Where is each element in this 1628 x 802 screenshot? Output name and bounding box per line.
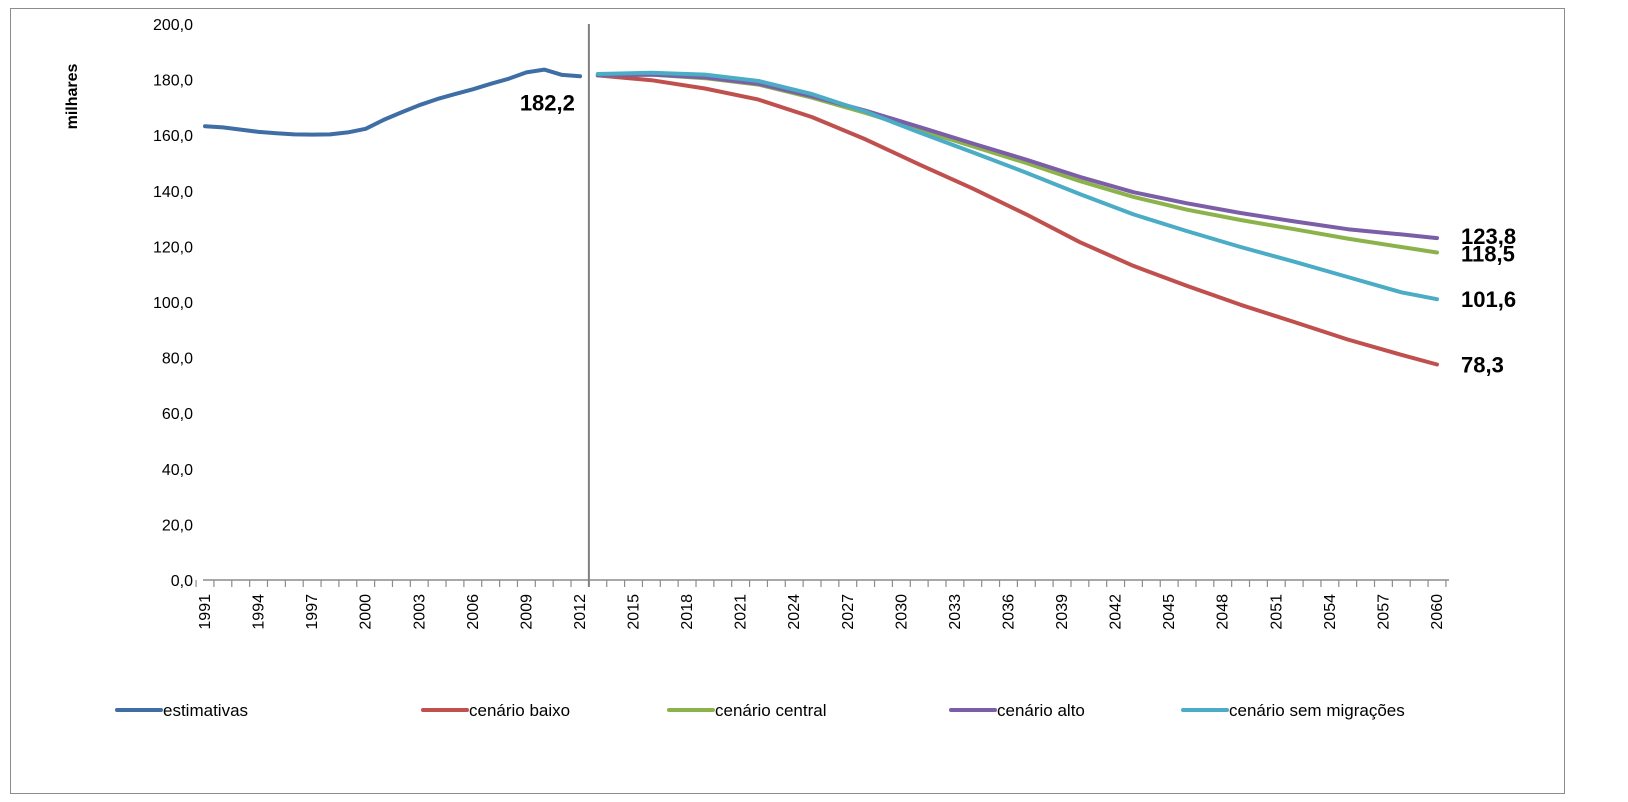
x-tick-label: 2057	[1375, 594, 1392, 630]
legend-entry-label: cenário alto	[997, 701, 1085, 720]
y-tick-label: 20,0	[162, 517, 193, 534]
series-line-cenario-baixo	[595, 73, 1439, 367]
legend-entry-label: cenário baixo	[469, 701, 570, 720]
y-tick-label: 100,0	[153, 295, 193, 312]
series-line-estimativas	[203, 67, 582, 137]
x-axis: 1991 1994 1997 2000 2003 2006 2009 2012 2015 2018…	[195, 579, 1449, 630]
x-tick-label: 2033	[947, 594, 964, 630]
chart-frame: 0,0 20,0 40,0 60,0 80,0 100,0 120,0 140,0 160,0 1…	[10, 8, 1565, 794]
y-tick-label: 40,0	[162, 462, 193, 479]
annotation-label: 118,5	[1461, 242, 1515, 267]
x-tick-label: 2054	[1322, 594, 1339, 630]
y-tick-label: 160,0	[153, 128, 193, 145]
y-tick-label: 120,0	[153, 239, 193, 256]
y-tick-label: 0,0	[171, 573, 193, 590]
annotation-label: 101,6	[1461, 287, 1516, 312]
x-tick-label: 2051	[1268, 594, 1285, 630]
annotation-label: 182,2	[520, 90, 575, 115]
annotation-label: 123,8	[1461, 224, 1516, 249]
x-tick-label: 2000	[358, 594, 375, 630]
annotation-label: 78,3	[1461, 353, 1504, 378]
x-tick-label: 2012	[572, 594, 589, 630]
y-axis-label: milhares	[64, 63, 81, 129]
x-tick-label: 2036	[1000, 594, 1017, 630]
legend-entry-label: cenário central	[715, 701, 827, 720]
x-tick-label: 1991	[197, 594, 214, 630]
y-tick-label: 140,0	[153, 184, 193, 201]
y-tick-label: 180,0	[153, 73, 193, 90]
x-tick-label: 2039	[1054, 594, 1071, 630]
legend-entry-label: estimativas	[163, 701, 248, 720]
x-tick-label: 2048	[1215, 594, 1232, 630]
x-tick-label: 2021	[733, 594, 750, 630]
x-tick-label: 2015	[626, 594, 643, 630]
y-tick-label: 60,0	[162, 406, 193, 423]
legend: estimativas cenário baixo cenário central c…	[115, 701, 1405, 720]
x-tick-label: 1997	[304, 594, 321, 630]
x-tick-label: 2027	[840, 594, 857, 630]
y-tick-label: 200,0	[153, 17, 193, 34]
x-tick-label: 2009	[518, 594, 535, 630]
x-tick-label: 2060	[1429, 594, 1446, 630]
x-tick-label: 1994	[251, 594, 268, 630]
x-tick-label: 2003	[411, 594, 428, 630]
x-tick-label: 2045	[1161, 594, 1178, 630]
legend-entry-label: cenário sem migrações	[1229, 701, 1405, 720]
x-tick-label: 2030	[893, 594, 910, 630]
y-axis: 0,0 20,0 40,0 60,0 80,0 100,0 120,0 140,0 160,0 1…	[64, 17, 193, 590]
x-tick-label: 2018	[679, 594, 696, 630]
x-tick-label: 2024	[786, 594, 803, 630]
series-lines	[203, 67, 1439, 367]
y-tick-label: 80,0	[162, 351, 193, 368]
series-line-cenario-alto	[595, 72, 1439, 241]
line-chart: 0,0 20,0 40,0 60,0 80,0 100,0 120,0 140,0 160,0 1…	[64, 17, 1516, 720]
x-tick-label: 2042	[1108, 594, 1125, 630]
x-tick-label: 2006	[465, 594, 482, 630]
series-line-cenario-sem-migracoes	[595, 70, 1439, 302]
